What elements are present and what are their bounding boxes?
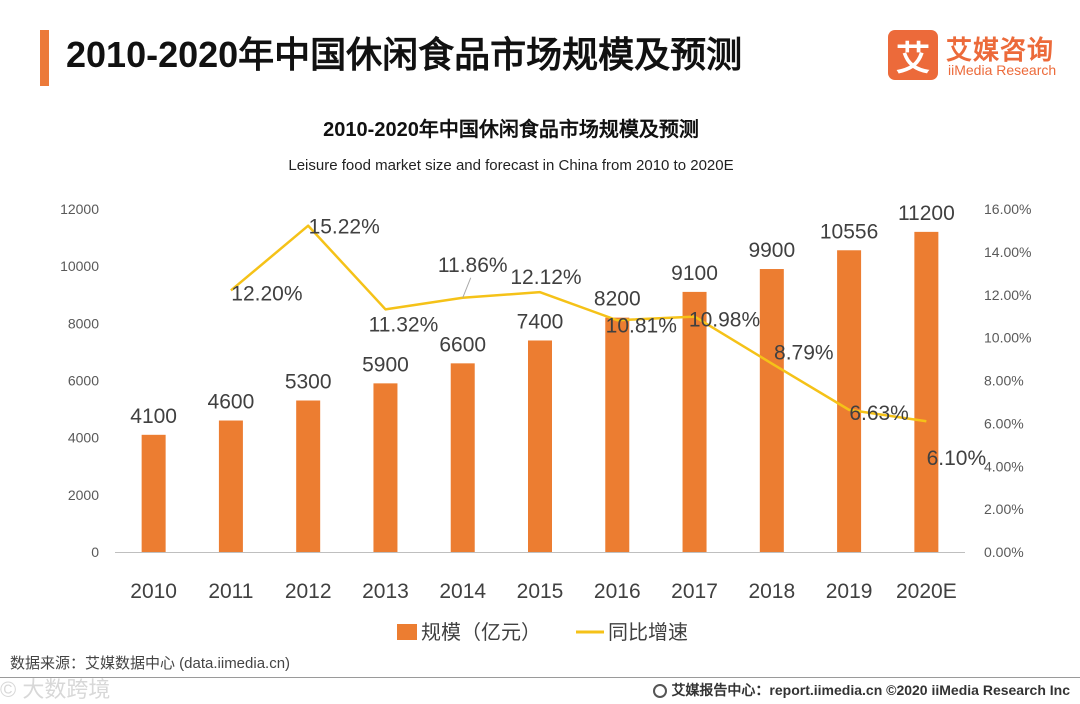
chart-subtitle: Leisure food market size and forecast in… [288, 157, 733, 174]
y-right-tick-label: 4.00% [984, 458, 1024, 474]
globe-icon [653, 684, 668, 698]
x-tick-label: 2013 [362, 580, 409, 603]
footer-credit-text: 艾媒报告中心：report.iimedia.cn ©2020 iiMedia R… [671, 682, 1070, 698]
bar-value-label: 7400 [517, 310, 564, 333]
y-right-tick-label: 2.00% [984, 501, 1024, 517]
title-accent-bar [40, 30, 49, 86]
legend-label-bar: 规模（亿元） [421, 621, 541, 644]
growth-rate-label: 11.32% [369, 313, 439, 336]
logo-cn-text: 艾媒咨询 [946, 35, 1055, 65]
x-tick-label: 2010 [130, 580, 177, 603]
bar-2020E [914, 231, 939, 552]
x-tick-label: 2014 [439, 580, 486, 603]
y-left-tick-label: 4000 [68, 430, 99, 446]
x-tick-label: 2020E [896, 580, 957, 603]
bar-2016 [605, 317, 630, 552]
label-leader-line [462, 277, 472, 298]
x-tick-label: 2012 [285, 580, 332, 603]
y-right-tick-label: 14.00% [984, 244, 1031, 260]
y-right-tick-label: 10.00% [984, 330, 1031, 346]
growth-rate-label: 12.12% [510, 266, 581, 289]
bar-2013 [373, 383, 398, 552]
bar-2012 [296, 400, 321, 552]
y-left-tick-label: 8000 [68, 315, 99, 331]
growth-rate-label: 6.10% [927, 447, 987, 470]
x-tick-label: 2016 [594, 580, 641, 603]
x-tick-label: 2017 [671, 580, 718, 603]
iimedia-logo: 艾 艾媒咨询 iiMedia Research [888, 30, 1068, 82]
growth-rate-label: 6.63% [849, 402, 909, 425]
y-left-tick-label: 10000 [60, 258, 99, 274]
bar-value-label: 6600 [439, 333, 486, 356]
bar-value-label: 4600 [208, 391, 255, 414]
x-tick-label: 2019 [826, 580, 873, 603]
bar-value-label: 5300 [285, 371, 332, 394]
bar-2019 [837, 250, 862, 552]
bar-value-label: 9100 [671, 262, 718, 285]
bar-2018 [759, 269, 784, 552]
footer-divider [0, 677, 1080, 678]
bar-value-label: 9900 [748, 239, 795, 262]
chart-title: 2010-2020年中国休闲食品市场规模及预测 [323, 117, 699, 141]
bar-value-label: 4100 [130, 405, 177, 428]
growth-rate-label: 12.20% [231, 282, 302, 305]
data-source: 数据来源：艾媒数据中心 (data.iimedia.cn) [10, 655, 291, 672]
logo-en-text: iiMedia Research [948, 62, 1057, 78]
growth-rate-label: 10.98% [689, 309, 760, 332]
legend-label-line: 同比增速 [608, 621, 688, 644]
bar-value-label: 11200 [898, 202, 955, 225]
growth-rate-label: 10.81% [606, 314, 677, 337]
x-tick-label: 2011 [208, 580, 253, 603]
growth-rate-label: 11.86% [438, 254, 508, 277]
watermark: © 大数跨境 [0, 677, 111, 702]
y-left-tick-label: 0 [91, 544, 99, 560]
bar-value-label: 8200 [594, 288, 641, 311]
footer-credit: 艾媒报告中心：report.iimedia.cn ©2020 iiMedia R… [653, 680, 1070, 700]
chart-plot-area: 0 2000 4000 6000 8000 10000 12000 0.00% 2.00% 4.0… [60, 201, 1031, 644]
y-right-tick-label: 6.00% [984, 415, 1024, 431]
logo-mark-icon: 艾 [888, 30, 938, 80]
x-tick-label: 2015 [517, 580, 564, 603]
bar-2014 [450, 363, 475, 552]
bar-value-label: 5900 [362, 353, 409, 376]
market-size-chart: 2010-2020年中国休闲食品市场规模及预测 Leisure food mar… [60, 117, 1031, 644]
y-left-tick-label: 6000 [68, 373, 99, 389]
bar-2017 [682, 291, 707, 552]
y-right-tick-label: 8.00% [984, 373, 1024, 389]
x-tick-label: 2018 [748, 580, 795, 603]
bar-2010 [141, 434, 166, 552]
y-left-tick-label: 12000 [60, 201, 99, 217]
growth-rate-label: 15.22% [309, 216, 380, 239]
y-left-tick-label: 2000 [68, 487, 99, 503]
page-title: 2010-2020年中国休闲食品市场规模及预测 [66, 34, 743, 75]
bar-2015 [528, 340, 552, 552]
growth-rate-label: 8.79% [774, 342, 834, 365]
bar-value-label: 10556 [820, 220, 878, 243]
y-right-tick-label: 0.00% [984, 544, 1024, 560]
growth-rate-line [230, 224, 927, 423]
y-right-tick-label: 16.00% [984, 201, 1031, 217]
bar-2011 [218, 420, 243, 552]
y-right-tick-label: 12.00% [984, 287, 1031, 303]
legend-swatch-bar [397, 624, 417, 640]
